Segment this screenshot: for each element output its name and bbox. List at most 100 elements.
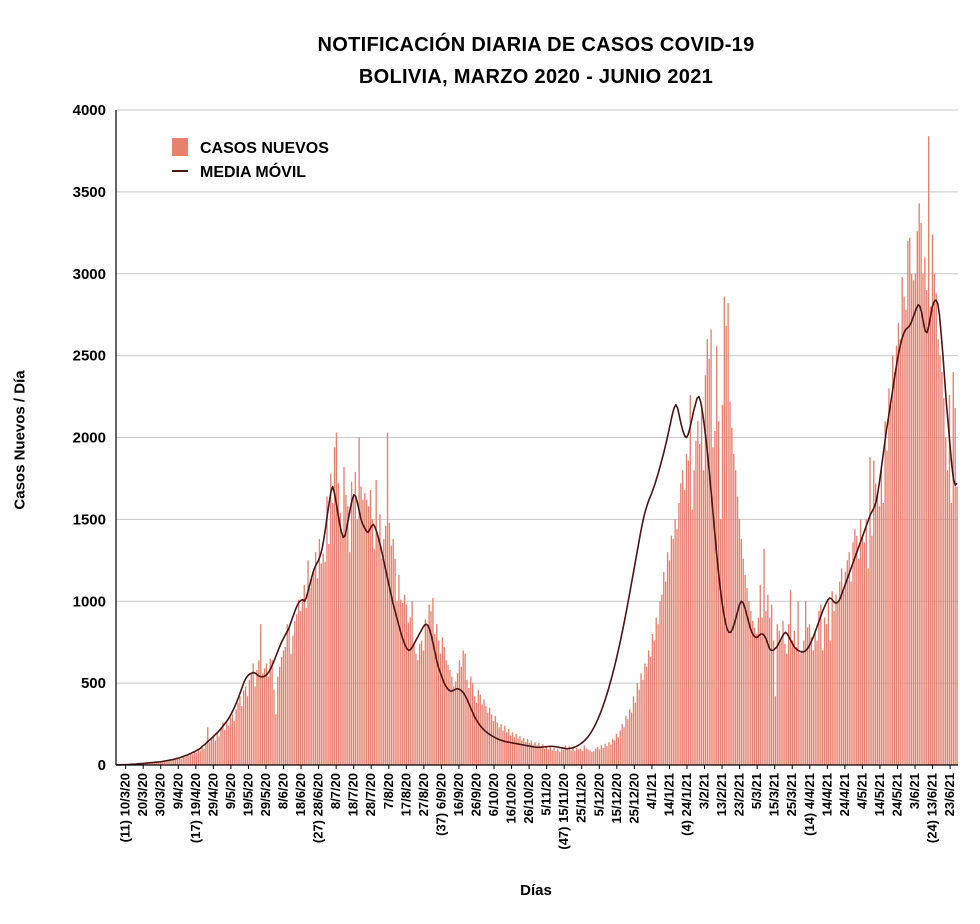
bar xyxy=(931,234,934,765)
bar xyxy=(731,427,733,765)
bar xyxy=(636,683,638,766)
bar xyxy=(481,704,483,765)
bar xyxy=(379,514,381,765)
bar xyxy=(417,660,419,765)
bar xyxy=(613,740,616,765)
y-tick-label: 4000 xyxy=(73,102,106,119)
bar xyxy=(532,744,534,765)
bar xyxy=(570,750,572,765)
bar xyxy=(780,640,782,765)
bar xyxy=(835,594,837,765)
x-tick-label: 30/3/20 xyxy=(153,773,168,816)
bar xyxy=(258,660,260,765)
bar xyxy=(666,552,669,766)
bar xyxy=(918,203,920,766)
bar xyxy=(560,746,563,765)
bar xyxy=(176,758,179,765)
bar xyxy=(795,647,797,765)
bar xyxy=(871,535,873,765)
bar xyxy=(292,635,294,765)
bar xyxy=(197,749,199,765)
bar xyxy=(579,748,582,766)
bar xyxy=(621,724,623,765)
bar xyxy=(661,594,663,765)
bar xyxy=(369,489,372,765)
bar xyxy=(487,712,489,765)
bar xyxy=(892,355,894,766)
x-tick-label: 16/9/20 xyxy=(451,773,466,816)
bar xyxy=(432,597,434,765)
bar xyxy=(331,503,334,765)
bar xyxy=(863,542,866,765)
bar xyxy=(808,624,811,765)
x-tick-label: (47) 15/11/20 xyxy=(556,773,571,850)
bar xyxy=(252,663,254,765)
bar xyxy=(517,738,519,765)
y-tick-label: 2500 xyxy=(73,348,106,365)
bar xyxy=(562,749,565,765)
bar xyxy=(952,372,954,765)
bar xyxy=(413,642,415,765)
x-tick-label: (17) 19/4/20 xyxy=(188,773,203,843)
bar xyxy=(407,622,410,765)
bar xyxy=(237,702,239,765)
x-tick-label: 8/6/20 xyxy=(276,773,291,809)
bar xyxy=(528,742,531,765)
bar xyxy=(477,689,480,765)
bar xyxy=(806,627,809,765)
y-tick-label: 3500 xyxy=(73,184,106,201)
bar xyxy=(157,762,160,765)
bar xyxy=(801,650,803,766)
x-tick-label: 16/10/20 xyxy=(504,773,519,824)
bar xyxy=(349,552,351,766)
bar xyxy=(842,591,845,765)
bar xyxy=(191,754,194,765)
bar xyxy=(515,733,517,765)
bar xyxy=(405,604,408,765)
bar xyxy=(273,689,275,765)
bar xyxy=(568,746,570,765)
bar xyxy=(534,742,536,765)
bar xyxy=(156,761,158,765)
bar xyxy=(897,322,900,765)
bar xyxy=(710,329,712,765)
bar xyxy=(513,737,515,765)
bar xyxy=(596,746,599,765)
bar xyxy=(848,552,850,766)
bar xyxy=(856,535,858,765)
bar xyxy=(888,388,890,765)
bar xyxy=(752,620,754,765)
bar xyxy=(152,762,154,765)
bar xyxy=(489,707,491,765)
bar xyxy=(146,762,148,765)
bar xyxy=(574,751,576,765)
bar xyxy=(375,480,377,765)
bar xyxy=(929,306,932,765)
bar xyxy=(400,599,402,765)
y-tick-label: 1000 xyxy=(73,593,106,610)
bar xyxy=(396,601,398,765)
x-tick-label: 14/5/21 xyxy=(872,773,887,816)
x-tick-label: 29/5/20 xyxy=(258,773,273,816)
x-tick-label: 5/11/20 xyxy=(539,773,554,816)
bar xyxy=(485,706,487,765)
x-tick-label: 25/12/20 xyxy=(626,773,641,824)
bar xyxy=(360,486,362,766)
bar xyxy=(523,737,525,765)
bar xyxy=(852,542,854,765)
bar xyxy=(265,663,268,765)
bar xyxy=(150,762,152,765)
bar xyxy=(218,736,220,765)
bar xyxy=(314,552,317,766)
bar xyxy=(789,589,792,765)
bar xyxy=(377,535,379,765)
bar xyxy=(761,617,763,766)
bar xyxy=(907,241,909,765)
bar xyxy=(644,663,646,765)
bar xyxy=(161,762,164,765)
bar xyxy=(547,749,550,765)
chart-title: NOTIFICACIÓN DIARIA DE CASOS COVID-19 xyxy=(317,34,755,56)
bar xyxy=(846,560,848,765)
bar xyxy=(173,759,175,765)
bar xyxy=(714,430,716,765)
